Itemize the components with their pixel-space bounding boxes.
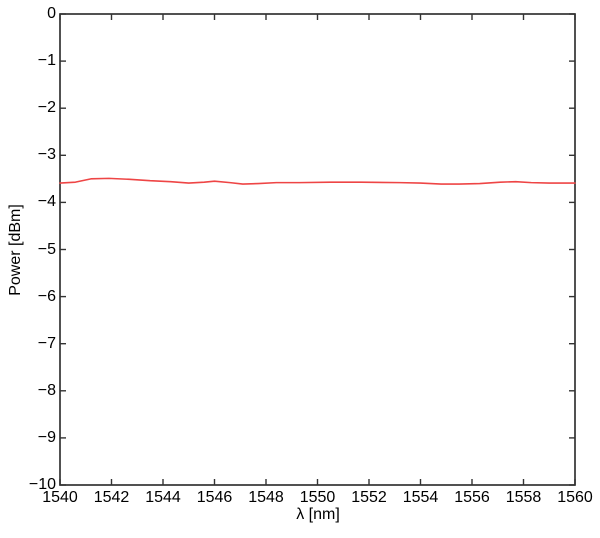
y-tick-label: −4: [37, 193, 56, 211]
x-axis-label: λ [nm]: [296, 506, 340, 523]
x-tick-label: 1544: [145, 489, 181, 506]
x-tick-label: 1540: [42, 489, 78, 506]
y-tick-label: −2: [37, 99, 56, 117]
y-tick-label: −3: [37, 146, 56, 164]
y-tick-label: −8: [37, 381, 56, 399]
x-tick-label: 1546: [196, 489, 233, 506]
x-tick-label: 1556: [454, 489, 490, 506]
y-tick-label: −1: [37, 52, 56, 70]
x-tick-label: 1548: [248, 489, 284, 506]
y-axis-label: Power [dBm]: [7, 204, 24, 296]
x-tick-label: 1558: [505, 489, 542, 506]
y-tick-label: −6: [37, 287, 56, 305]
x-tick-label: 1552: [351, 489, 387, 506]
y-tick-label: −7: [37, 334, 56, 352]
series-line-power-trace: [59, 177, 576, 185]
x-tick-label: 1542: [93, 489, 130, 506]
y-tick-label: −5: [37, 240, 56, 258]
y-tick-label: −10: [28, 476, 56, 493]
y-tick-label: 0: [47, 5, 56, 22]
x-tick-label: 1560: [557, 489, 593, 506]
axes-box: [59, 13, 576, 486]
y-tick-label: −9: [37, 428, 56, 446]
x-tick-label: 1550: [299, 489, 336, 506]
x-tick-label: 1554: [402, 489, 439, 506]
